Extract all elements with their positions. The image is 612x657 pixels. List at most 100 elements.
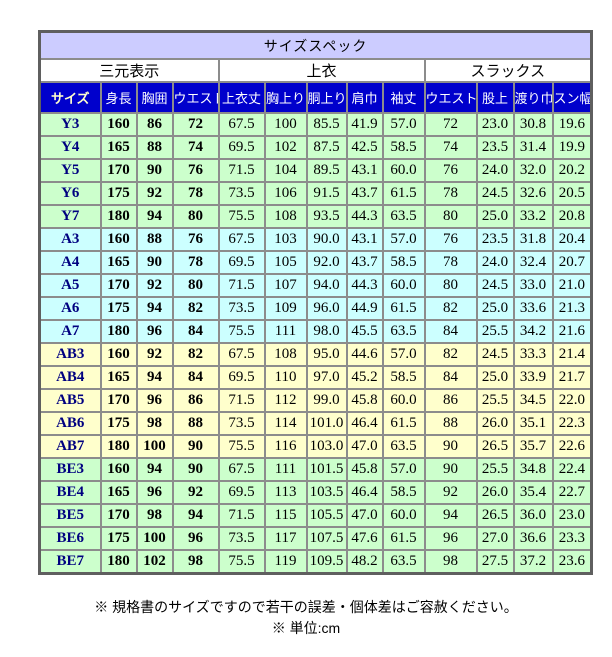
table-cell: 43.7 bbox=[345, 250, 384, 275]
table-cell: 97.0 bbox=[305, 365, 348, 390]
column-header: サイズ bbox=[38, 81, 102, 114]
table-cell: 75.5 bbox=[217, 549, 266, 575]
size-label: Y5 bbox=[38, 158, 102, 183]
table-cell: 117 bbox=[263, 526, 308, 551]
table-cell: 21.7 bbox=[551, 365, 593, 390]
table-cell: 67.5 bbox=[217, 342, 266, 367]
table-cell: 45.8 bbox=[345, 388, 384, 413]
table-row: Y4 165 88 74 69.5 102 87.5 42.5 58.5 74 23.5 31.4 19… bbox=[38, 135, 593, 160]
table-cell: 82 bbox=[423, 296, 478, 321]
table-cell: 88 bbox=[135, 135, 174, 160]
table-row: BE4 165 96 92 69.5 113 103.5 46.4 58.5 92 26.0 35.4… bbox=[38, 480, 593, 505]
column-header: ウエスト bbox=[423, 81, 478, 114]
table-cell: 103 bbox=[263, 227, 308, 252]
table-cell: 32.6 bbox=[512, 181, 554, 206]
table-cell: 86 bbox=[135, 112, 174, 137]
table-cell: 82 bbox=[423, 342, 478, 367]
table-cell: 26.5 bbox=[475, 503, 515, 528]
column-header-row: サイズ身長胸囲ウエスト上衣丈胸上り胴上り肩巾袖丈ウエスト股上渡り巾スン幅 bbox=[38, 81, 593, 114]
table-cell: 21.0 bbox=[551, 273, 593, 298]
table-cell: 111 bbox=[263, 457, 308, 482]
table-cell: 105.5 bbox=[305, 503, 348, 528]
table-cell: 98 bbox=[423, 549, 478, 575]
table-cell: 24.5 bbox=[475, 273, 515, 298]
table-cell: 75.5 bbox=[217, 319, 266, 344]
table-cell: 112 bbox=[263, 388, 308, 413]
table-row: A3 160 88 76 67.5 103 90.0 43.1 57.0 76 23.5 31.8 20… bbox=[38, 227, 593, 252]
table-cell: 88 bbox=[135, 227, 174, 252]
table-cell: 41.9 bbox=[345, 112, 384, 137]
table-cell: 109 bbox=[263, 296, 308, 321]
table-cell: 25.5 bbox=[475, 457, 515, 482]
column-header: 股上 bbox=[475, 81, 515, 114]
table-cell: 74 bbox=[171, 135, 220, 160]
table-cell: 96 bbox=[135, 319, 174, 344]
table-cell: 67.5 bbox=[217, 457, 266, 482]
table-cell: 165 bbox=[99, 135, 138, 160]
table-cell: 48.2 bbox=[345, 549, 384, 575]
table-cell: 67.5 bbox=[217, 227, 266, 252]
table-cell: 107.5 bbox=[305, 526, 348, 551]
table-row: AB3 160 92 82 67.5 108 95.0 44.6 57.0 82 24.5 33.3 2… bbox=[38, 342, 593, 367]
group-header: スラックス bbox=[423, 58, 593, 83]
table-cell: 170 bbox=[99, 158, 138, 183]
table-cell: 101.5 bbox=[305, 457, 348, 482]
table-cell: 80 bbox=[423, 273, 478, 298]
table-cell: 69.5 bbox=[217, 250, 266, 275]
table-cell: 94.0 bbox=[305, 273, 348, 298]
size-label: Y6 bbox=[38, 181, 102, 206]
table-cell: 115 bbox=[263, 503, 308, 528]
table-cell: 90 bbox=[171, 434, 220, 459]
table-cell: 25.0 bbox=[475, 204, 515, 229]
table-cell: 35.4 bbox=[512, 480, 554, 505]
table-cell: 106 bbox=[263, 181, 308, 206]
table-row: Y5 170 90 76 71.5 104 89.5 43.1 60.0 76 24.0 32.0 20… bbox=[38, 158, 593, 183]
column-header: 胸囲 bbox=[135, 81, 174, 114]
table-cell: 101.0 bbox=[305, 411, 348, 436]
table-cell: 160 bbox=[99, 342, 138, 367]
table-cell: 36.6 bbox=[512, 526, 554, 551]
table-cell: 19.9 bbox=[551, 135, 593, 160]
table-cell: 73.5 bbox=[217, 411, 266, 436]
table-row: BE5 170 98 94 71.5 115 105.5 47.0 60.0 94 26.5 36.0… bbox=[38, 503, 593, 528]
table-row: AB5 170 96 86 71.5 112 99.0 45.8 60.0 86 25.5 34.5 2… bbox=[38, 388, 593, 413]
table-cell: 175 bbox=[99, 296, 138, 321]
table-cell: 57.0 bbox=[381, 342, 426, 367]
table-cell: 36.0 bbox=[512, 503, 554, 528]
table-cell: 46.4 bbox=[345, 411, 384, 436]
table-cell: 165 bbox=[99, 250, 138, 275]
table-cell: 43.1 bbox=[345, 158, 384, 183]
table-cell: 63.5 bbox=[381, 204, 426, 229]
table-cell: 73.5 bbox=[217, 296, 266, 321]
table-cell: 30.8 bbox=[512, 112, 554, 137]
table-cell: 86 bbox=[171, 388, 220, 413]
table-cell: 33.2 bbox=[512, 204, 554, 229]
table-cell: 108 bbox=[263, 342, 308, 367]
table-cell: 35.7 bbox=[512, 434, 554, 459]
table-cell: 22.7 bbox=[551, 480, 593, 505]
table-cell: 60.0 bbox=[381, 503, 426, 528]
table-cell: 78 bbox=[423, 181, 478, 206]
table-cell: 180 bbox=[99, 204, 138, 229]
table-cell: 170 bbox=[99, 273, 138, 298]
table-cell: 61.5 bbox=[381, 296, 426, 321]
table-cell: 27.5 bbox=[475, 549, 515, 575]
table-cell: 96 bbox=[423, 526, 478, 551]
table-cell: 19.6 bbox=[551, 112, 593, 137]
table-cell: 76 bbox=[423, 158, 478, 183]
table-cell: 84 bbox=[423, 365, 478, 390]
table-cell: 99.0 bbox=[305, 388, 348, 413]
table-cell: 47.0 bbox=[345, 503, 384, 528]
table-cell: 76 bbox=[171, 158, 220, 183]
table-cell: 98.0 bbox=[305, 319, 348, 344]
size-label: Y3 bbox=[38, 112, 102, 137]
table-cell: 43.1 bbox=[345, 227, 384, 252]
table-cell: 92 bbox=[135, 342, 174, 367]
table-cell: 95.0 bbox=[305, 342, 348, 367]
table-row: A4 165 90 78 69.5 105 92.0 43.7 58.5 78 24.0 32.4 20… bbox=[38, 250, 593, 275]
table-cell: 91.5 bbox=[305, 181, 348, 206]
table-cell: 71.5 bbox=[217, 503, 266, 528]
table-cell: 24.5 bbox=[475, 342, 515, 367]
table-cell: 89.5 bbox=[305, 158, 348, 183]
table-cell: 78 bbox=[423, 250, 478, 275]
